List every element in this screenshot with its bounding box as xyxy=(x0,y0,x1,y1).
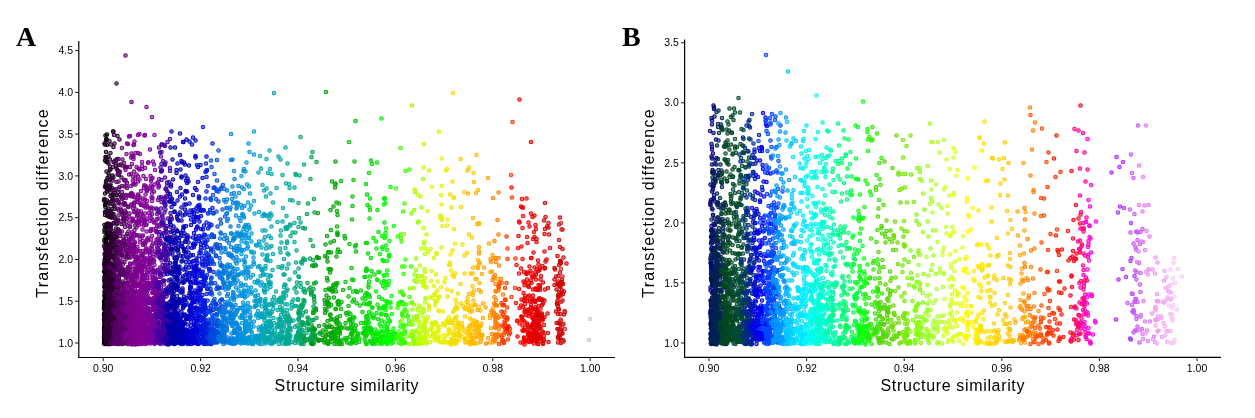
svg-text:3.0: 3.0 xyxy=(58,170,73,182)
svg-text:Transfection difference: Transfection difference xyxy=(34,108,51,297)
svg-text:0.94: 0.94 xyxy=(288,362,309,374)
svg-text:3.5: 3.5 xyxy=(58,128,73,140)
svg-text:B: B xyxy=(622,21,641,52)
svg-text:0.96: 0.96 xyxy=(385,362,406,374)
svg-text:2.0: 2.0 xyxy=(664,217,679,229)
svg-text:0.98: 0.98 xyxy=(483,362,504,374)
svg-text:3.5: 3.5 xyxy=(664,36,679,48)
svg-text:0.90: 0.90 xyxy=(93,362,114,374)
svg-text:0.98: 0.98 xyxy=(1089,362,1110,374)
svg-text:4.0: 4.0 xyxy=(58,86,73,98)
svg-text:2.5: 2.5 xyxy=(58,211,73,223)
svg-text:2.0: 2.0 xyxy=(58,253,73,265)
svg-text:Structure similarity: Structure similarity xyxy=(881,377,1026,394)
svg-text:Transfection difference: Transfection difference xyxy=(640,108,657,297)
svg-text:1.00: 1.00 xyxy=(580,362,601,374)
svg-text:1.5: 1.5 xyxy=(58,295,73,307)
svg-text:A: A xyxy=(16,21,37,52)
svg-text:1.00: 1.00 xyxy=(1187,362,1208,374)
svg-text:0.92: 0.92 xyxy=(796,362,817,374)
svg-text:1.5: 1.5 xyxy=(664,277,679,289)
svg-text:2.5: 2.5 xyxy=(664,157,679,169)
svg-text:1.0: 1.0 xyxy=(58,337,73,349)
svg-text:0.94: 0.94 xyxy=(894,362,915,374)
svg-text:0.96: 0.96 xyxy=(992,362,1013,374)
svg-text:0.92: 0.92 xyxy=(190,362,211,374)
svg-text:4.5: 4.5 xyxy=(58,44,73,56)
svg-text:3.0: 3.0 xyxy=(664,96,679,108)
svg-text:Structure similarity: Structure similarity xyxy=(275,377,420,394)
svg-text:0.90: 0.90 xyxy=(699,362,720,374)
svg-text:1.0: 1.0 xyxy=(664,337,679,349)
